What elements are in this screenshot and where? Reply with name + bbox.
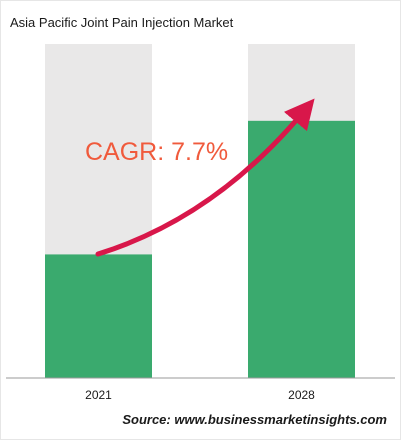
bar-2021 [45,254,152,378]
x-tick-label-2028: 2028 [288,388,315,402]
bar-2028 [248,120,355,378]
source-credit: Source: www.businessmarketinsights.com [122,412,387,427]
chart-title: Asia Pacific Joint Pain Injection Market [10,15,234,30]
x-tick-label-2021: 2021 [85,388,112,402]
growth-arrow [95,98,315,257]
cagr-annotation: CAGR: 7.7% [85,138,228,166]
